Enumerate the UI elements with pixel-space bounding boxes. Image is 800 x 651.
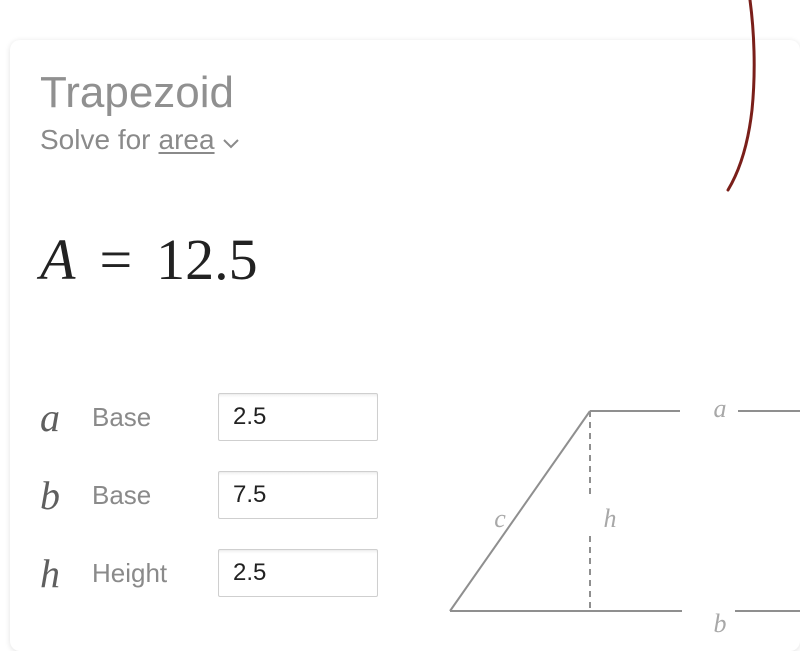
var-label: Height: [92, 558, 202, 589]
var-symbol: h: [40, 550, 76, 597]
svg-text:c: c: [494, 504, 506, 533]
chevron-down-icon[interactable]: [223, 124, 239, 156]
var-symbol: a: [40, 394, 76, 441]
solve-for-label: Solve for: [40, 124, 151, 156]
input-list: a Base b Base h Height: [40, 393, 400, 597]
base-b-input[interactable]: [218, 471, 378, 519]
var-symbol: b: [40, 472, 76, 519]
trapezoid-diagram: a b c h: [400, 381, 800, 641]
svg-text:b: b: [714, 609, 727, 638]
height-input[interactable]: [218, 549, 378, 597]
solve-for-target[interactable]: area: [159, 124, 215, 156]
formula-eq: =: [99, 226, 132, 293]
svg-text:h: h: [604, 504, 617, 533]
input-row-h: h Height: [40, 549, 400, 597]
calculator-card: Trapezoid Solve for area A = 12.5 a Base…: [10, 40, 800, 651]
var-label: Base: [92, 480, 202, 511]
formula-lhs: A: [40, 226, 75, 293]
page-title: Trapezoid: [40, 68, 782, 118]
result-formula: A = 12.5: [40, 226, 782, 293]
base-a-input[interactable]: [218, 393, 378, 441]
input-row-b: b Base: [40, 471, 400, 519]
input-row-a: a Base: [40, 393, 400, 441]
svg-text:a: a: [714, 394, 727, 423]
var-label: Base: [92, 402, 202, 433]
solve-for-row[interactable]: Solve for area: [40, 124, 782, 156]
formula-value: 12.5: [156, 226, 258, 293]
